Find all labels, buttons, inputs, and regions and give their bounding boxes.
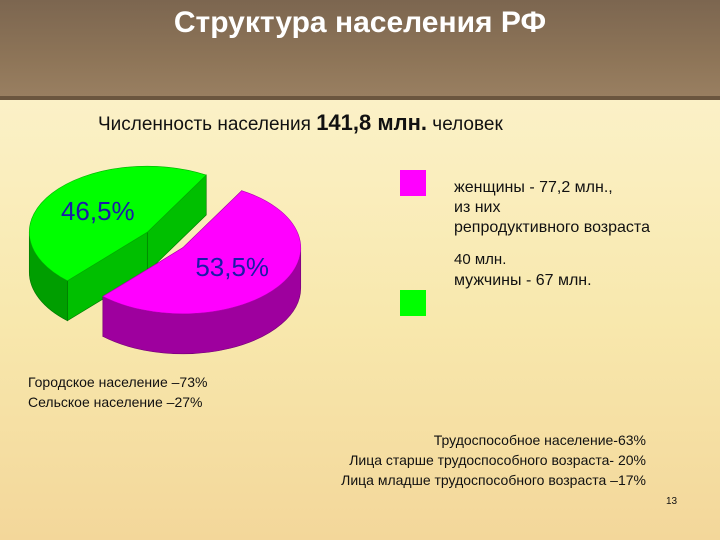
above-working-age: Лица старше трудоспособного возраста- 20… (349, 452, 646, 468)
legend-men: мужчины - 67 млн. (454, 272, 592, 289)
legend-women: женщины - 77,2 млн., из них репродуктивн… (454, 178, 650, 238)
gender-pie-chart: 53,5% 46,5% (28, 165, 302, 355)
pie-slice-0 (102, 190, 302, 315)
population-total-prefix: Численность населения (98, 114, 311, 135)
urban-rural-stats: Городское население –73% Сельское населе… (28, 372, 207, 412)
population-total-suffix: человек (432, 114, 503, 135)
legend-women-reproductive: 40 млн. (454, 251, 507, 268)
population-total: Численность населения 141,8 млн. человек (98, 110, 503, 136)
legend-women-line3: репродуктивного возраста (454, 219, 650, 236)
below-working-age: Лица младше трудоспособного возраста –17… (341, 472, 646, 488)
population-total-value: 141,8 млн. (316, 110, 428, 135)
pie-label-0: 53,5% (195, 252, 269, 282)
working-age-population: Трудоспособное население-63% (433, 432, 646, 448)
pie-slice-1 (28, 165, 207, 282)
title-divider (0, 96, 720, 100)
title-bar: Структура населения РФ (0, 0, 720, 100)
pie-label-1: 46,5% (61, 196, 135, 226)
working-age-stats: Трудоспособное население-63% Лица старше… (341, 430, 646, 490)
legend-women-line1: женщины - 77,2 млн., (454, 179, 613, 196)
pie-labels: 53,5% 46,5% (61, 196, 269, 282)
rural-population: Сельское население –27% (28, 394, 203, 410)
legend-swatch-men (400, 290, 426, 316)
legend-women-line2: из них (454, 199, 501, 216)
pie-tops (28, 165, 302, 315)
urban-population: Городское население –73% (28, 374, 208, 390)
slide-title: Структура населения РФ (173, 6, 547, 39)
page-number: 13 (666, 496, 678, 507)
legend-swatch-women (400, 170, 426, 196)
